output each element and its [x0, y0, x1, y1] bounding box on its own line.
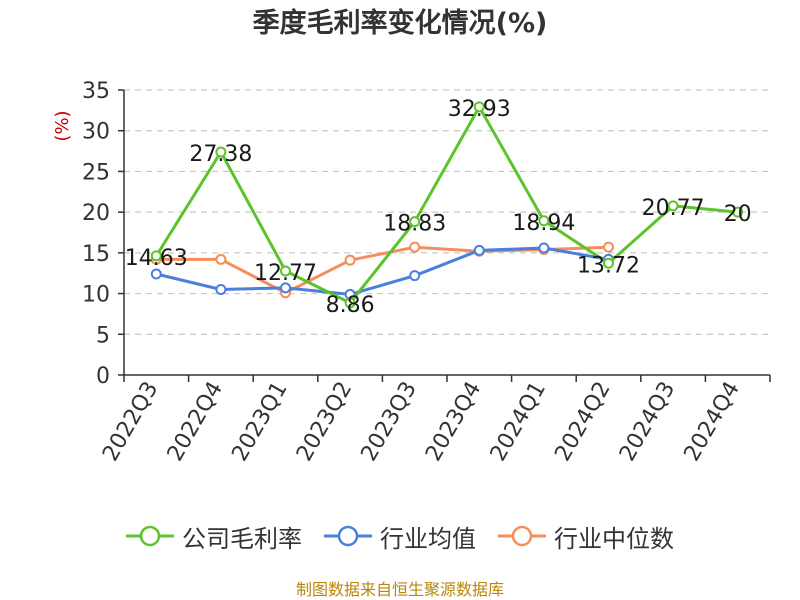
gridlines [124, 89, 770, 335]
data-point [215, 253, 227, 265]
series-line [155, 105, 738, 305]
data-point [280, 282, 291, 294]
y-tick-label: 10 [82, 283, 110, 308]
legend-swatch [498, 525, 546, 547]
chart-title: 季度毛利率变化情况(%) [252, 8, 548, 39]
source-note: 制图数据来自恒生聚源数据库 [295, 580, 504, 599]
y-tick-label: 0 [96, 364, 110, 389]
data-point [603, 257, 614, 269]
legend-swatch [324, 525, 372, 547]
x-tick-label: 2024Q1 [486, 378, 551, 466]
x-tick-label: 2023Q4 [421, 378, 486, 466]
data-label: 32.93 [448, 97, 511, 122]
x-tick-label: 2022Q4 [163, 378, 228, 466]
legend: 公司毛利率 行业均值 行业中位数 [0, 519, 800, 554]
data-point [215, 146, 227, 158]
data-point [603, 241, 614, 253]
y-axis-label: (%) [52, 110, 73, 141]
x-tick-label: 2023Q3 [357, 378, 422, 466]
data-label: 20.77 [642, 196, 705, 221]
legend-label: 行业均值 [380, 524, 476, 553]
y-tick-label: 20 [82, 201, 110, 226]
legend-label: 公司毛利率 [182, 524, 302, 553]
legend-swatch-marker [511, 525, 533, 547]
x-tick-label: 2024Q4 [680, 378, 745, 466]
data-label: 12.77 [254, 261, 317, 286]
data-point [344, 297, 356, 309]
data-point [409, 270, 421, 282]
legend-swatch-marker [139, 525, 161, 547]
data-point [280, 265, 291, 277]
data-point [150, 250, 162, 262]
y-tick-label: 25 [82, 160, 110, 185]
data-label: 8.86 [326, 293, 375, 318]
legend-item[interactable]: 行业均值 [324, 519, 476, 554]
y-tick-label: 5 [96, 323, 110, 348]
legend-item[interactable]: 公司毛利率 [126, 519, 302, 554]
data-point [150, 268, 162, 280]
x-tick-label: 2024Q3 [615, 378, 680, 466]
legend-label: 行业中位数 [554, 524, 674, 553]
x-tick-label: 2022Q3 [98, 378, 163, 466]
legend-item[interactable]: 行业中位数 [498, 519, 674, 554]
data-point [473, 101, 485, 113]
x-tick-label: 2023Q1 [227, 378, 292, 466]
data-label: 20 [724, 202, 752, 227]
series-line [155, 246, 609, 296]
data-point [732, 206, 744, 218]
y-tick-label: 30 [82, 120, 110, 145]
legend-swatch-marker [337, 525, 359, 547]
y-tick-label: 35 [82, 79, 110, 104]
data-label: 13.72 [577, 253, 640, 278]
data-label: 14.63 [125, 246, 188, 271]
data-label: 18.94 [512, 211, 575, 236]
data-point [409, 241, 421, 253]
x-tick-label: 2024Q2 [550, 378, 615, 466]
data-label: 27.38 [189, 142, 252, 167]
y-tick-label: 15 [82, 242, 110, 267]
series-lines [150, 101, 744, 309]
data-point [538, 215, 550, 227]
data-point [409, 216, 421, 228]
legend-swatch [126, 525, 174, 547]
data-point [473, 244, 485, 256]
x-tick-label: 2023Q2 [292, 378, 357, 466]
data-point [667, 200, 679, 212]
data-point [538, 242, 550, 254]
data-label: 18.83 [383, 212, 446, 237]
data-point [344, 254, 356, 266]
data-point [215, 284, 227, 295]
